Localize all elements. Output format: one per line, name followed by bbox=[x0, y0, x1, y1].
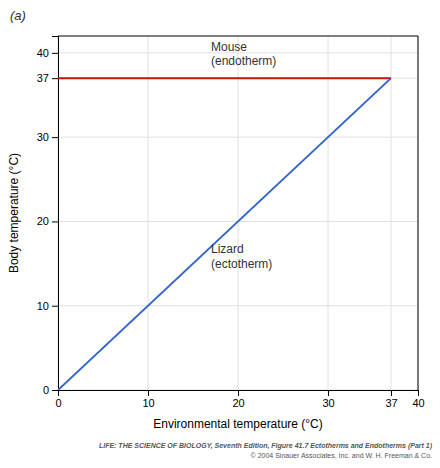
y-tick: 30 bbox=[37, 131, 58, 143]
grid bbox=[58, 36, 418, 390]
x-tick-label: 10 bbox=[142, 397, 154, 409]
y-tick-label: 30 bbox=[37, 131, 49, 143]
y-axis-title: Body temperature (°C) bbox=[7, 153, 21, 273]
title: (a) bbox=[10, 8, 26, 23]
y-tick: 40 bbox=[37, 47, 58, 59]
x-tick-label: 37 bbox=[385, 397, 397, 409]
grid-line-x bbox=[328, 36, 329, 390]
x-tick-label: 20 bbox=[232, 397, 244, 409]
annotation: Lizard(ectotherm) bbox=[211, 242, 272, 270]
y-tick-label: 0 bbox=[43, 384, 49, 396]
grid-line-x bbox=[391, 36, 392, 390]
annotation-line: (endotherm) bbox=[211, 54, 276, 68]
x-tick-mark bbox=[391, 390, 392, 396]
x-tick-label: 40 bbox=[412, 397, 424, 409]
caption: LIFE: THE SCIENCE OF BIOLOGY, Seventh Ed… bbox=[99, 442, 433, 450]
annotation: Mouse(endotherm) bbox=[211, 40, 276, 68]
y-tick: 20 bbox=[37, 215, 58, 227]
x-tick-mark bbox=[328, 390, 329, 396]
x-tick: 10 bbox=[142, 390, 154, 409]
y-tick-label: 40 bbox=[37, 47, 49, 59]
chart: 0 10 20 30 37 40 0 10 20 30 37 40 Mouse(endotherm) Li… bbox=[0, 0, 440, 468]
grid-line-y bbox=[58, 78, 418, 79]
series-line bbox=[58, 77, 391, 79]
x-tick-label: 0 bbox=[55, 397, 61, 409]
y-axis: 0 10 20 30 37 40 bbox=[37, 37, 59, 397]
y-tick-mark bbox=[52, 221, 58, 222]
caption: © 2004 Sinauer Associates, Inc. and W. H… bbox=[251, 452, 432, 459]
series-line bbox=[58, 78, 391, 390]
x-tick: 20 bbox=[232, 390, 244, 409]
grid-line-x bbox=[418, 36, 419, 390]
y-tick: 10 bbox=[37, 300, 58, 312]
y-tick-mark bbox=[52, 390, 58, 391]
y-tick-label: 10 bbox=[37, 300, 49, 312]
lines bbox=[58, 78, 391, 390]
x-tick: 0 bbox=[55, 390, 61, 409]
grid-line-x bbox=[238, 36, 239, 390]
x-axis-title: Environmental temperature (°C) bbox=[153, 417, 323, 431]
y-tick: 37 bbox=[37, 72, 58, 84]
x-tick-mark bbox=[238, 390, 239, 396]
y-tick-mark bbox=[52, 53, 58, 54]
grid-line-y bbox=[58, 305, 418, 306]
x-tick: 30 bbox=[322, 390, 334, 409]
grid-line-x bbox=[148, 36, 149, 390]
x-tick-mark bbox=[418, 390, 419, 396]
annotation-line: (ectotherm) bbox=[211, 257, 272, 271]
x-tick: 40 bbox=[412, 390, 424, 409]
y-tick-label: 37 bbox=[37, 72, 49, 84]
grid-line-y bbox=[58, 137, 418, 138]
y-tick-mark bbox=[52, 306, 58, 307]
x-tick: 37 bbox=[385, 390, 397, 409]
plot: 0 10 20 30 37 40 0 10 20 30 37 40 Mouse(endotherm) Li… bbox=[37, 36, 425, 409]
x-axis-line bbox=[59, 391, 419, 397]
x-axis: 0 10 20 30 37 40 bbox=[55, 390, 424, 409]
y-tick-mark bbox=[52, 78, 58, 79]
x-tick-mark bbox=[148, 390, 149, 396]
annotation-line: Lizard bbox=[211, 242, 244, 256]
annotation-line: Mouse bbox=[211, 40, 247, 54]
y-tick-mark bbox=[52, 137, 58, 138]
y-tick-label: 20 bbox=[37, 215, 49, 227]
x-tick-label: 30 bbox=[322, 397, 334, 409]
y-tick: 0 bbox=[43, 384, 58, 396]
frame-right bbox=[418, 36, 419, 390]
y-axis-line bbox=[52, 37, 59, 391]
frame-top bbox=[58, 36, 418, 37]
annotations: Mouse(endotherm) Lizard(ectotherm) bbox=[211, 40, 276, 271]
